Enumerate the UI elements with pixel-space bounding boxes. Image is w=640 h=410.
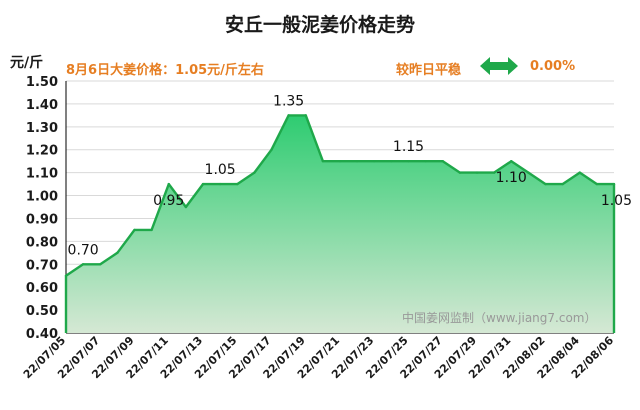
y-tick-label: 0.50	[26, 304, 58, 319]
compare-value: 0.00%	[530, 59, 576, 74]
data-point	[475, 171, 479, 174]
data-point	[150, 228, 153, 232]
y-tick-label: 0.90	[26, 212, 58, 227]
data-point	[595, 182, 599, 186]
y-axis-unit: 元/斤	[10, 55, 44, 71]
data-point	[218, 182, 222, 186]
data-point	[167, 182, 170, 186]
price-area-fill	[66, 115, 614, 334]
compare-label: 较昨日平稳	[396, 63, 462, 78]
data-point	[81, 263, 85, 266]
data-labels: 0.70 0.95 1.05 1.35 1.15 1.10 1.05	[68, 93, 632, 258]
data-point	[407, 159, 410, 163]
y-tick-label: 1.50	[26, 75, 58, 90]
x-tick-labels: 22/07/0522/07/0722/07/0922/07/1122/07/13…	[21, 334, 617, 382]
data-point	[441, 159, 444, 163]
data-label: 1.35	[273, 93, 304, 109]
data-point	[355, 159, 359, 163]
data-point	[64, 274, 68, 277]
data-point	[527, 171, 530, 174]
data-point	[253, 171, 256, 174]
y-tick-label: 1.00	[26, 190, 58, 205]
data-point	[201, 182, 205, 186]
data-label: 0.70	[68, 242, 99, 258]
y-tick-label: 0.60	[26, 281, 58, 296]
double-arrow-icon	[480, 57, 518, 75]
y-tick-labels: 0.40 0.50 0.60 0.70 0.80 0.90 1.00 1.10 1.20 1.30…	[26, 75, 58, 342]
data-point	[133, 228, 136, 232]
y-tick-label: 1.20	[26, 144, 58, 159]
data-label: 1.15	[393, 139, 424, 155]
data-point	[321, 159, 325, 163]
y-tick-label: 0.80	[26, 235, 58, 250]
data-label: 1.05	[205, 162, 236, 178]
data-point	[578, 171, 581, 174]
data-point	[390, 159, 393, 163]
data-point	[561, 182, 564, 186]
y-tick-label: 1.40	[26, 98, 58, 113]
watermark: 中国姜网监制（www.jiang7.com）	[402, 310, 596, 325]
data-point	[373, 159, 376, 163]
y-tick-label: 1.30	[26, 121, 58, 136]
data-point	[287, 114, 290, 117]
data-point	[304, 114, 307, 117]
data-point	[510, 159, 513, 163]
y-tick-label: 0.40	[26, 327, 58, 342]
y-tick-label: 1.10	[26, 167, 58, 182]
data-point	[338, 159, 342, 163]
data-point	[458, 171, 462, 174]
data-point	[612, 182, 616, 186]
data-point	[116, 251, 119, 255]
price-note: 8月6日大姜价格：1.05元/斤左右	[66, 63, 264, 78]
data-point	[544, 182, 547, 186]
data-point	[424, 159, 427, 163]
chart-title: 安丘一般泥姜价格走势	[224, 14, 415, 36]
price-area-series	[64, 114, 616, 334]
data-point	[184, 205, 188, 209]
data-label: 1.10	[496, 170, 527, 186]
data-label: 1.05	[601, 193, 632, 209]
data-point	[99, 263, 102, 266]
data-point	[270, 148, 273, 151]
data-point	[236, 182, 239, 186]
data-label: 0.95	[153, 193, 184, 209]
y-tick-label: 0.70	[26, 258, 58, 273]
data-point	[492, 171, 496, 174]
